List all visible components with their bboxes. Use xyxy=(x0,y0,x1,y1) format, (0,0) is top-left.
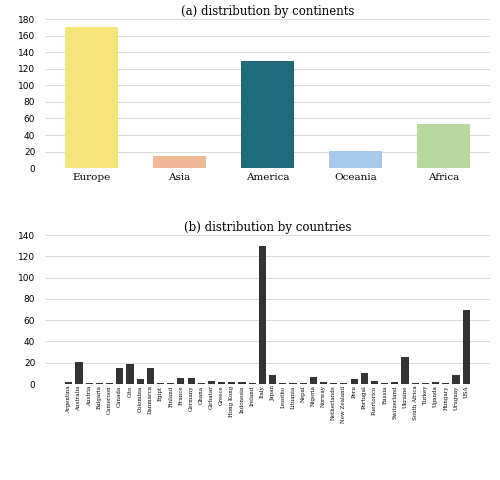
Bar xyxy=(248,383,256,384)
Bar xyxy=(76,361,82,384)
Bar xyxy=(392,382,398,384)
Bar xyxy=(269,375,276,384)
Bar xyxy=(198,383,205,384)
Bar xyxy=(320,382,327,384)
Bar xyxy=(188,378,194,384)
Bar xyxy=(350,379,358,384)
Bar xyxy=(329,151,382,168)
Bar xyxy=(412,383,419,384)
Bar xyxy=(442,383,450,384)
Bar xyxy=(241,61,294,168)
Bar xyxy=(432,382,439,384)
Bar xyxy=(157,383,164,384)
Bar xyxy=(65,382,72,384)
Title: (a) distribution by continents: (a) distribution by continents xyxy=(181,5,354,18)
Bar xyxy=(208,381,215,384)
Bar xyxy=(167,383,174,384)
Bar xyxy=(96,383,103,384)
Bar xyxy=(360,373,368,384)
Bar xyxy=(452,375,460,384)
Bar xyxy=(65,27,118,168)
Bar xyxy=(462,310,470,384)
Bar xyxy=(300,383,306,384)
Bar xyxy=(126,364,134,384)
Title: (b) distribution by countries: (b) distribution by countries xyxy=(184,221,351,234)
Bar xyxy=(417,124,470,168)
Bar xyxy=(116,368,124,384)
Bar xyxy=(238,382,246,384)
Bar xyxy=(402,358,408,384)
Bar xyxy=(106,383,113,384)
Bar xyxy=(310,376,317,384)
Bar xyxy=(330,383,338,384)
Bar xyxy=(86,383,92,384)
Bar xyxy=(228,382,235,384)
Bar xyxy=(146,368,154,384)
Bar xyxy=(290,383,296,384)
Bar xyxy=(371,381,378,384)
Bar xyxy=(340,383,347,384)
Bar xyxy=(218,382,225,384)
Bar xyxy=(136,379,143,384)
Bar xyxy=(178,378,184,384)
Bar xyxy=(153,156,206,168)
Bar xyxy=(381,383,388,384)
Bar xyxy=(279,383,286,384)
Bar xyxy=(422,383,429,384)
Bar xyxy=(259,246,266,384)
